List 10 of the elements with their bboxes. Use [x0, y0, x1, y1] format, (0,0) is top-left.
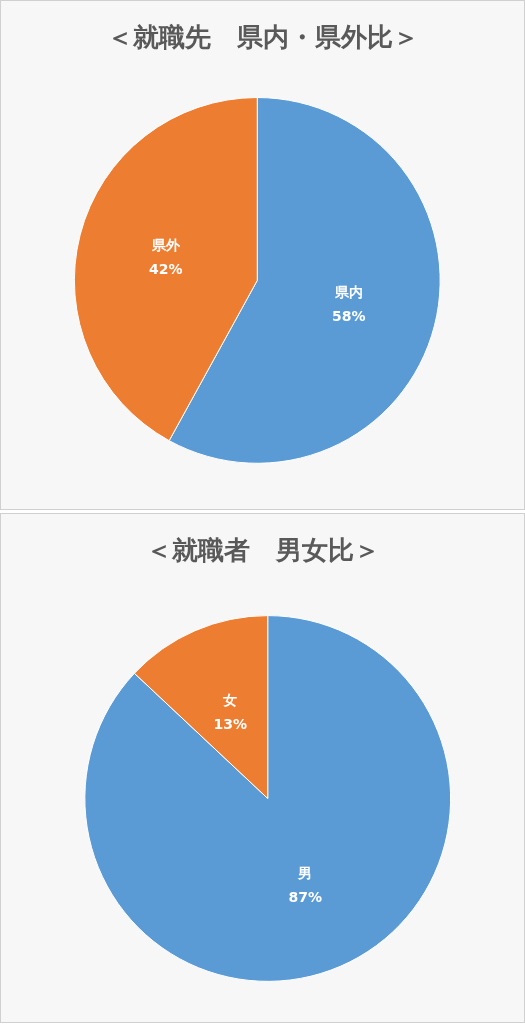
data-label: 13%	[213, 715, 247, 732]
data-label: 87%	[288, 889, 322, 906]
data-label: 42%	[149, 260, 183, 277]
chart-title: ＜就職者 男女比＞	[145, 535, 380, 565]
slice-label: 女	[222, 691, 238, 708]
data-label: 58%	[331, 307, 366, 324]
chart-title: ＜就職先 県内・県外比＞	[106, 22, 419, 52]
slice-label: 県外	[150, 236, 181, 253]
slice-label: 男	[297, 865, 313, 882]
slice-label: 県内	[333, 283, 363, 300]
